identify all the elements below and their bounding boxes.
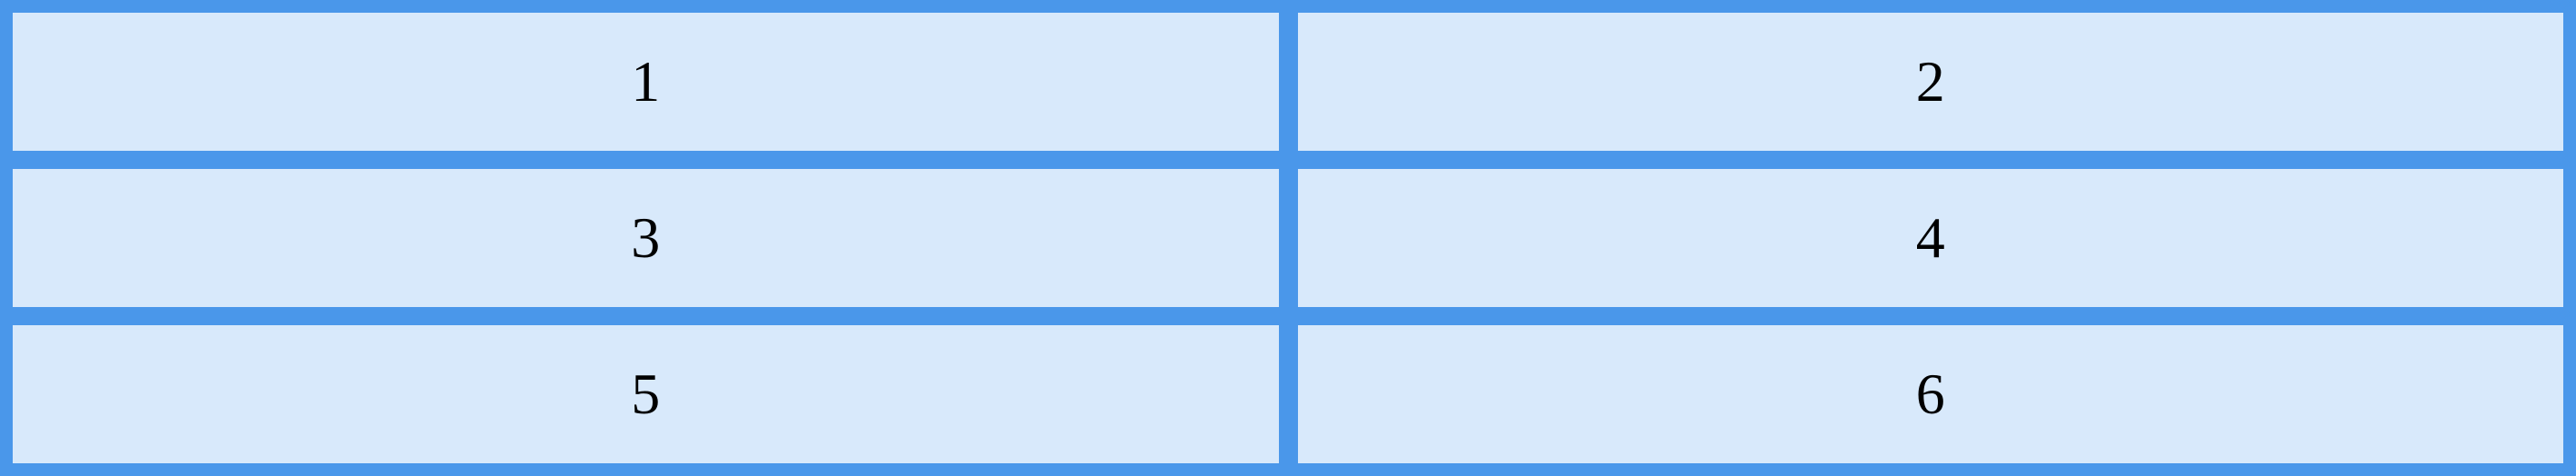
grid-cell-4: 4 <box>1297 169 2563 307</box>
grid-cell-5: 5 <box>13 325 1279 463</box>
grid-cell-1: 1 <box>13 13 1279 151</box>
grid-cell-2: 2 <box>1297 13 2563 151</box>
grid-cell-3: 3 <box>13 169 1279 307</box>
grid-cell-6: 6 <box>1297 325 2563 463</box>
